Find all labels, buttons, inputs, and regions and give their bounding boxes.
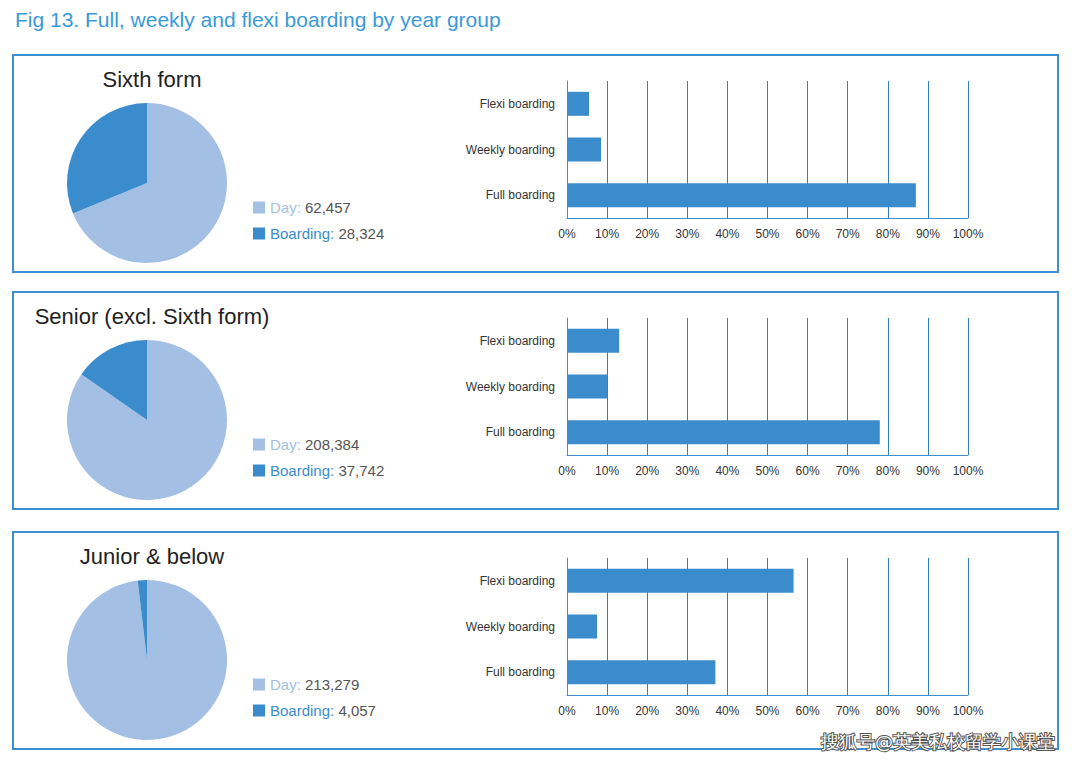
svg-text:50%: 50% (755, 464, 779, 478)
svg-text:Flexi boarding: Flexi boarding (480, 334, 555, 348)
svg-text:Weekly boarding: Weekly boarding (466, 380, 555, 394)
svg-text:Weekly boarding: Weekly boarding (466, 143, 555, 157)
svg-text:搜狐号@英美私校留学小课堂: 搜狐号@英美私校留学小课堂 (821, 731, 1055, 752)
svg-text:Boarding:: Boarding: (270, 462, 334, 479)
svg-text:Sixth form: Sixth form (102, 67, 201, 92)
svg-text:Day:: Day: (270, 676, 301, 693)
svg-text:30%: 30% (675, 704, 699, 718)
svg-text:Full boarding: Full boarding (486, 425, 555, 439)
svg-text:Senior (excl. Sixth form): Senior (excl. Sixth form) (35, 304, 270, 329)
svg-text:80%: 80% (876, 227, 900, 241)
svg-text:Boarding:: Boarding: (270, 225, 334, 242)
svg-text:100%: 100% (953, 464, 984, 478)
svg-text:60%: 60% (796, 704, 820, 718)
svg-text:Boarding:: Boarding: (270, 702, 334, 719)
svg-text:Flexi boarding: Flexi boarding (480, 574, 555, 588)
svg-text:80%: 80% (876, 464, 900, 478)
svg-text:Day:: Day: (270, 436, 301, 453)
svg-text:90%: 90% (916, 704, 940, 718)
svg-text:37,742: 37,742 (338, 462, 384, 479)
svg-text:0%: 0% (558, 227, 576, 241)
svg-text:0%: 0% (558, 464, 576, 478)
svg-text:10%: 10% (595, 227, 619, 241)
svg-text:20%: 20% (635, 227, 659, 241)
svg-text:Flexi boarding: Flexi boarding (480, 97, 555, 111)
svg-text:20%: 20% (635, 704, 659, 718)
svg-text:Day:: Day: (270, 199, 301, 216)
svg-text:50%: 50% (755, 704, 779, 718)
svg-text:70%: 70% (836, 464, 860, 478)
svg-text:60%: 60% (796, 464, 820, 478)
svg-text:10%: 10% (595, 704, 619, 718)
svg-text:50%: 50% (755, 227, 779, 241)
svg-text:90%: 90% (916, 227, 940, 241)
svg-text:20%: 20% (635, 464, 659, 478)
svg-text:Weekly boarding: Weekly boarding (466, 620, 555, 634)
svg-text:70%: 70% (836, 704, 860, 718)
svg-text:30%: 30% (675, 227, 699, 241)
svg-text:Fig 13. Full, weekly and flexi: Fig 13. Full, weekly and flexi boarding … (15, 8, 501, 31)
svg-text:100%: 100% (953, 704, 984, 718)
svg-text:90%: 90% (916, 464, 940, 478)
svg-text:30%: 30% (675, 464, 699, 478)
svg-text:Full boarding: Full boarding (486, 188, 555, 202)
svg-text:Full boarding: Full boarding (486, 665, 555, 679)
svg-text:100%: 100% (953, 227, 984, 241)
svg-text:62,457: 62,457 (305, 199, 351, 216)
svg-text:28,324: 28,324 (338, 225, 384, 242)
svg-text:70%: 70% (836, 227, 860, 241)
svg-text:208,384: 208,384 (305, 436, 359, 453)
svg-text:Junior & below: Junior & below (80, 544, 224, 569)
svg-text:40%: 40% (715, 704, 739, 718)
svg-text:40%: 40% (715, 227, 739, 241)
svg-text:80%: 80% (876, 704, 900, 718)
svg-text:213,279: 213,279 (305, 676, 359, 693)
svg-text:4,057: 4,057 (338, 702, 376, 719)
svg-text:0%: 0% (558, 704, 576, 718)
svg-text:40%: 40% (715, 464, 739, 478)
svg-text:10%: 10% (595, 464, 619, 478)
svg-text:60%: 60% (796, 227, 820, 241)
